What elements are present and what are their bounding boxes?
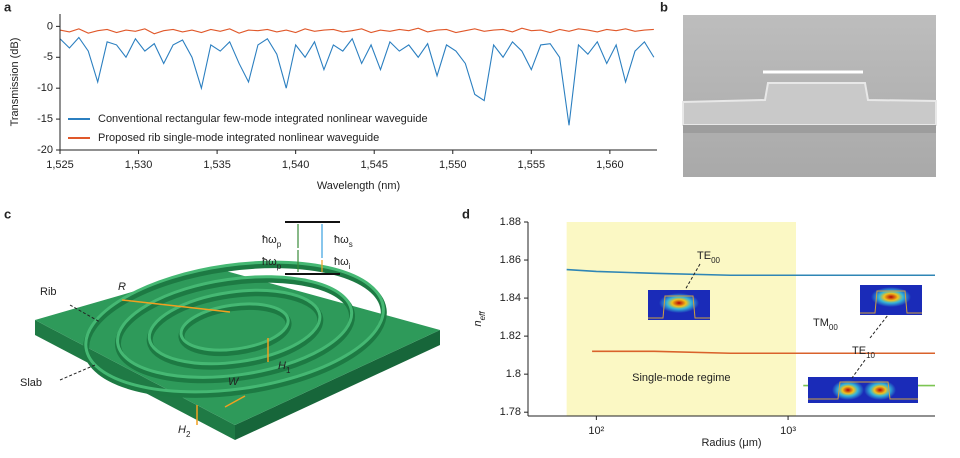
data-line [59,36,655,126]
idler-label: ħωi [334,256,351,271]
y-tick-label: -10 [37,82,53,94]
label-base: n [472,320,484,326]
label-base: H [278,360,286,372]
label-sub: eff [478,311,487,321]
x-tick-label: 1,560 [596,159,624,171]
y-tick-label: 1.78 [500,406,521,418]
label-base: ħω [334,234,349,246]
panel-label: b [660,0,668,14]
label-sub: s [349,240,353,249]
mode-label: TM00 [813,317,838,332]
panel-label: d [462,206,470,221]
y-tick-label: 1.86 [500,254,521,266]
rib-label: Rib [40,286,57,298]
x-tick-label: 1,525 [46,159,74,171]
label-base: ħω [334,256,349,268]
panel-label: c [4,206,11,221]
x-tick-label: 10² [588,425,604,437]
x-tick-label: 1,540 [282,159,310,171]
label-sub: 00 [829,323,838,332]
h2-label: H2 [178,424,191,439]
panel-label: a [4,0,12,14]
r-label: R [118,281,126,293]
mode-insets [648,263,922,403]
x-axis-label: Wavelength (nm) [317,180,400,192]
pump-label: ħωp [262,256,282,271]
label-sub: p [277,262,282,271]
x-tick-label: 1,530 [125,159,153,171]
y-tick-label: -5 [43,51,53,63]
y-axis-label: neff [472,311,487,327]
x-tick-label: 1,535 [203,159,231,171]
pump-label: ħωp [262,234,282,249]
y-tick-label: -15 [37,113,53,125]
label-base: TM [813,317,829,329]
label-base: H [178,424,186,436]
mode-label: TE10 [852,345,876,360]
spiral-diagram [35,221,440,440]
label-base: TE [852,345,866,357]
label-base: ħω [262,234,277,246]
label-base: TE [697,250,711,262]
legend-label: Proposed rib single-mode integrated nonl… [98,132,379,144]
x-tick-label: 10³ [780,425,796,437]
label-sub: 1 [286,366,291,375]
x-tick-label: 1,555 [518,159,546,171]
label-sub: 00 [711,256,720,265]
data-line [566,268,935,277]
signal-label: ħωs [334,234,353,249]
data-line [592,350,935,355]
mode-label: TE00 [697,250,721,265]
y-tick-label: -20 [37,144,53,156]
h1-label: H1 [278,360,291,375]
region-label: Single-mode regime [632,372,730,384]
label-sub: i [349,262,351,271]
sem-image [682,15,937,177]
y-tick-label: 0 [47,20,53,32]
y-tick-label: 1.88 [500,216,521,228]
y-axis-label: Transmission (dB) [9,38,21,127]
label-sub: 2 [186,430,191,439]
data-line [59,27,654,35]
w-label: W [228,376,240,388]
x-tick-label: 1,550 [439,159,467,171]
y-tick-label: 1.82 [500,330,521,342]
slab-label: Slab [20,377,42,389]
label-sub: p [277,240,282,249]
label-sub: 10 [866,351,875,360]
x-axis-label: Radius (μm) [701,437,761,449]
y-tick-label: 1.84 [500,292,521,304]
legend-label: Conventional rectangular few-mode integr… [98,113,428,125]
label-base: ħω [262,256,277,268]
y-tick-label: 1.8 [506,368,521,380]
x-tick-label: 1,545 [360,159,388,171]
